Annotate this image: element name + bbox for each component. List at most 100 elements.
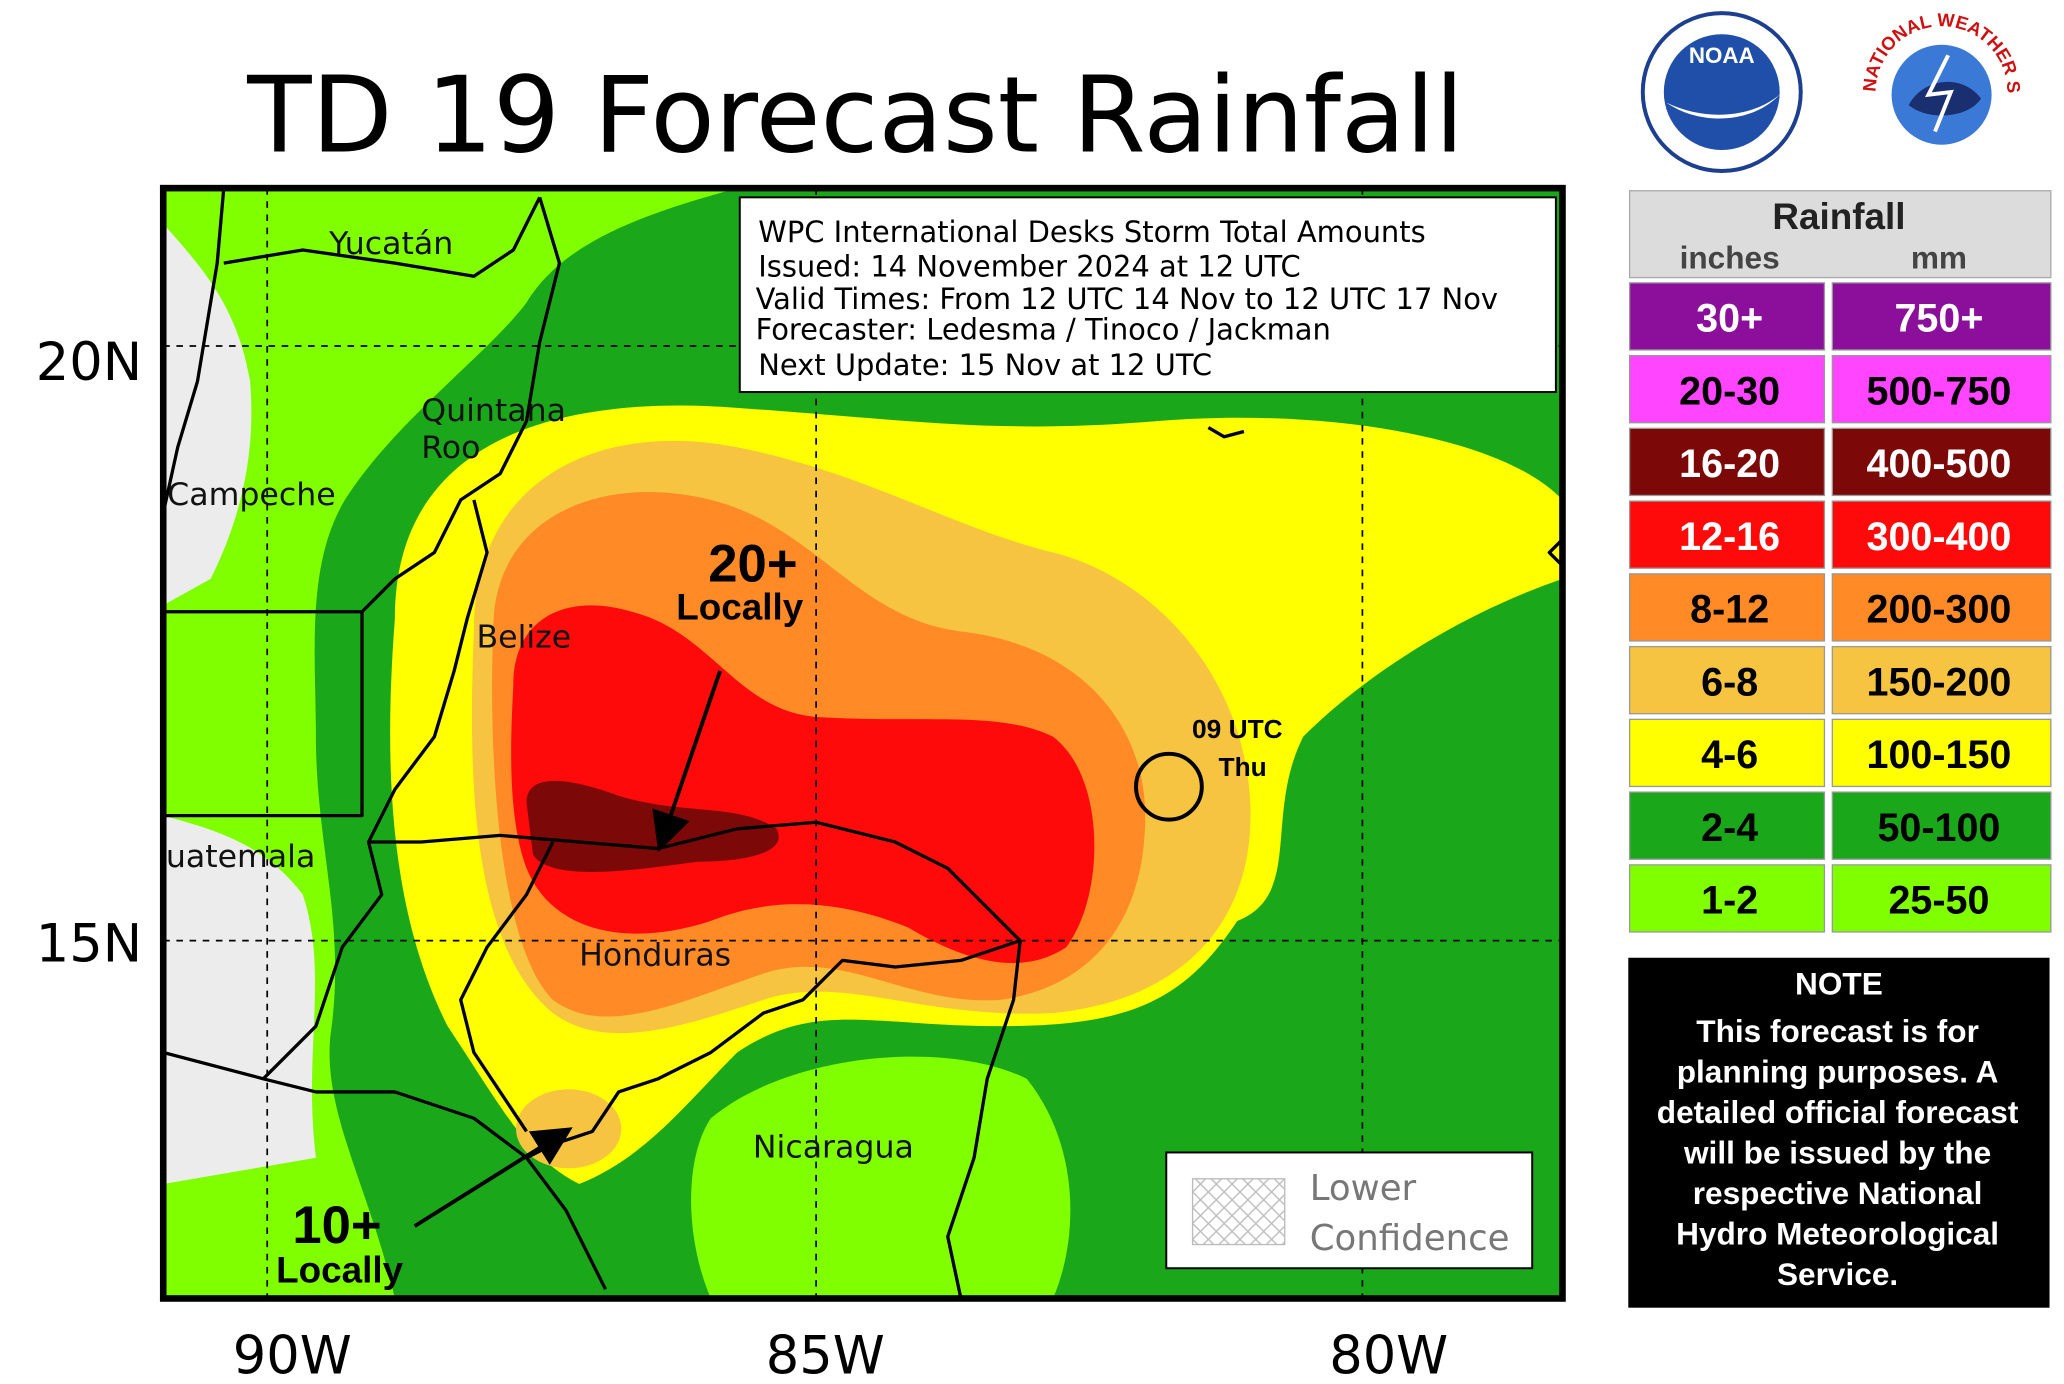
legend-mm: 500-750 bbox=[1866, 369, 2011, 413]
dry-land bbox=[163, 223, 252, 606]
legend-mm: 750+ bbox=[1894, 297, 1983, 341]
coastline bbox=[1547, 538, 1563, 567]
legend-swatch bbox=[1628, 864, 1826, 933]
hatch-sample bbox=[1191, 1178, 1286, 1246]
info-line: Forecaster: Ledesma / Tinoco / Jackman bbox=[756, 312, 1331, 346]
annotation: Locally bbox=[676, 587, 803, 628]
place-label: uatemala bbox=[166, 839, 315, 875]
info-line: Next Update: 15 Nov at 12 UTC bbox=[758, 348, 1212, 382]
annotation: 10+ bbox=[292, 1196, 381, 1255]
island bbox=[1207, 426, 1245, 439]
legend-mm: 100-150 bbox=[1866, 733, 2011, 777]
legend-inches: 6-8 bbox=[1701, 660, 1758, 704]
lon-label: 90W bbox=[233, 1325, 352, 1384]
rain-12-16 bbox=[511, 605, 1095, 964]
coastline bbox=[223, 196, 542, 278]
arrow bbox=[652, 670, 722, 853]
lat-label: 20N bbox=[36, 332, 142, 393]
legend-inches: 20-30 bbox=[1679, 369, 1780, 413]
legend-mm: 25-50 bbox=[1888, 879, 1989, 923]
legend-swatch bbox=[1628, 354, 1826, 424]
legend-swatch bbox=[1831, 573, 2052, 642]
coastline bbox=[946, 940, 1022, 1299]
info-box bbox=[738, 196, 1557, 394]
legend-swatch bbox=[1628, 645, 1826, 715]
note-line: detailed official forecast bbox=[1657, 1094, 2019, 1130]
info-line: WPC International Desks Storm Total Amou… bbox=[758, 215, 1425, 249]
legend-mm: 50-100 bbox=[1877, 806, 2000, 850]
note-text: This forecast is for planning purposes. A… bbox=[1657, 1013, 2019, 1292]
note-line: This forecast is for bbox=[1696, 1013, 1979, 1049]
arrow bbox=[413, 1127, 573, 1228]
map-frame bbox=[159, 184, 1566, 1302]
confidence-label: Lower bbox=[1310, 1168, 1417, 1209]
storm-position bbox=[1134, 751, 1204, 822]
legend-swatch bbox=[1831, 718, 2052, 788]
border bbox=[163, 611, 364, 818]
legend-inches: 30+ bbox=[1696, 297, 1763, 341]
legend-swatch bbox=[1831, 282, 2052, 351]
info-line: Issued: 14 November 2024 at 12 UTC bbox=[758, 249, 1301, 283]
map: Yucatán Quintana Roo Campeche Belize uat… bbox=[163, 188, 1563, 1299]
legend-inches: 4-6 bbox=[1701, 733, 1758, 777]
legend-swatch bbox=[1628, 282, 1826, 351]
legend-swatch bbox=[1831, 500, 2052, 569]
border bbox=[261, 841, 528, 1160]
place-label: Campeche bbox=[167, 477, 335, 513]
legend-swatch bbox=[1831, 645, 2052, 715]
legend-unit: mm bbox=[1911, 239, 1967, 275]
info-line: Valid Times: From 12 UTC 14 Nov to 12 UT… bbox=[756, 282, 1498, 316]
legend: Rainfall inches mm 30+ 750+ 20-30 500-750 16… bbox=[1628, 190, 2052, 933]
legend-inches: 16-20 bbox=[1679, 442, 1780, 486]
lon-label: 80W bbox=[1329, 1325, 1448, 1384]
legend-swatch bbox=[1831, 427, 2052, 497]
note-line: planning purposes. A bbox=[1677, 1053, 1999, 1089]
legend-swatch bbox=[1831, 354, 2052, 424]
place-label: Quintana bbox=[421, 393, 566, 429]
rain-1-2 bbox=[691, 1056, 1071, 1299]
legend-swatch bbox=[1831, 864, 2052, 933]
place-label: Honduras bbox=[579, 938, 731, 974]
note-line: will be issued by the bbox=[1683, 1135, 1991, 1171]
place-label: Roo bbox=[421, 430, 480, 466]
title: TD 19 Forecast Rainfall bbox=[246, 53, 1464, 176]
confidence-label: Confidence bbox=[1310, 1218, 1510, 1259]
lon-label: 85W bbox=[766, 1325, 885, 1384]
place-label: Nicaragua bbox=[753, 1130, 914, 1166]
place-label: Belize bbox=[477, 619, 572, 655]
legend-title: Rainfall bbox=[1772, 196, 1905, 237]
legend-inches: 2-4 bbox=[1701, 806, 1758, 850]
lat-label: 15N bbox=[36, 914, 142, 975]
coastline bbox=[163, 1050, 264, 1081]
border bbox=[459, 841, 555, 1133]
note-title: NOTE bbox=[1795, 966, 1883, 1002]
legend-mm: 300-400 bbox=[1866, 515, 2011, 559]
place-label: Yucatán bbox=[328, 226, 453, 262]
legend-inches: 8-12 bbox=[1690, 588, 1769, 632]
note-line: respective National bbox=[1693, 1175, 1983, 1211]
legend-swatch bbox=[1628, 718, 1826, 788]
legend-swatch bbox=[1628, 427, 1826, 497]
noaa-text: NOAA bbox=[1689, 43, 1755, 68]
legend-mm: 400-500 bbox=[1866, 442, 2011, 486]
note-line: Hydro Meteorological bbox=[1676, 1216, 1999, 1252]
coastline bbox=[163, 188, 226, 514]
legend-inches: 1-2 bbox=[1701, 879, 1758, 923]
coastline bbox=[366, 499, 1022, 942]
dry-land bbox=[163, 815, 316, 1185]
annotation: 09 UTC bbox=[1192, 714, 1283, 744]
legend-mm: 200-300 bbox=[1866, 588, 2011, 632]
legend-swatch bbox=[1628, 573, 1826, 642]
legend-header bbox=[1628, 190, 2052, 279]
noaa-logo: NOAA bbox=[1640, 11, 1803, 173]
annotation: Locally bbox=[276, 1250, 403, 1291]
note-line: Service. bbox=[1777, 1256, 1898, 1292]
legend-mm: 150-200 bbox=[1866, 660, 2011, 704]
legend-swatch bbox=[1628, 500, 1826, 569]
legend-inches: 12-16 bbox=[1679, 515, 1780, 559]
legend-unit: inches bbox=[1680, 239, 1780, 275]
legend-swatch bbox=[1831, 791, 2052, 860]
legend-swatch bbox=[1628, 791, 1826, 860]
